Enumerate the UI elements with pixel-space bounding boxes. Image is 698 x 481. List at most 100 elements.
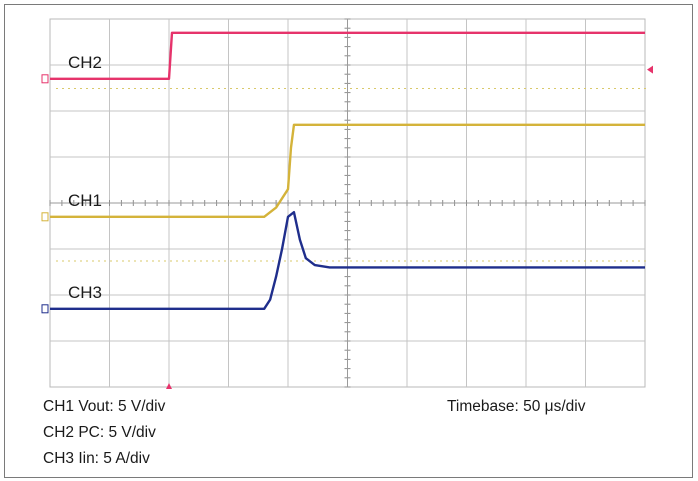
ref-dot bbox=[338, 88, 340, 89]
ref-dot bbox=[200, 88, 202, 89]
ref-dot bbox=[404, 260, 406, 262]
ref-dot bbox=[494, 88, 496, 89]
ref-dot bbox=[554, 88, 556, 89]
ref-dot bbox=[236, 88, 238, 89]
ref-dot bbox=[260, 260, 262, 262]
ref-dot bbox=[422, 260, 424, 262]
ref-dot bbox=[254, 260, 256, 262]
ref-dot bbox=[314, 260, 316, 262]
ref-dot bbox=[290, 260, 292, 262]
ref-dot bbox=[290, 88, 292, 89]
ref-dot bbox=[296, 88, 298, 89]
ref-dot bbox=[278, 88, 280, 89]
ref-dot bbox=[218, 88, 220, 89]
ch3-scale-label: CH3 Iin: 5 A/div bbox=[43, 450, 150, 467]
ref-dot bbox=[62, 88, 64, 89]
ref-dot bbox=[434, 88, 436, 89]
ref-dot bbox=[494, 260, 496, 262]
ref-dot bbox=[458, 260, 460, 262]
ref-dot bbox=[524, 88, 526, 89]
ref-dot bbox=[242, 260, 244, 262]
ground-marker-ch2 bbox=[41, 74, 49, 84]
ref-dot bbox=[140, 88, 142, 89]
ref-dot bbox=[314, 88, 316, 89]
ref-dot bbox=[212, 260, 214, 262]
ref-dot bbox=[566, 260, 568, 262]
trace-ch3 bbox=[50, 210, 645, 310]
ref-dot bbox=[56, 260, 58, 262]
ref-dot bbox=[530, 260, 532, 262]
ref-dot bbox=[176, 260, 178, 262]
ref-dot bbox=[158, 88, 160, 89]
ground-marker-ch1 bbox=[41, 212, 49, 222]
ref-dot bbox=[542, 260, 544, 262]
ref-dot bbox=[398, 88, 400, 89]
ref-dot bbox=[248, 88, 250, 89]
ref-dot bbox=[302, 88, 304, 89]
ref-dot bbox=[638, 260, 640, 262]
ref-dot bbox=[500, 88, 502, 89]
ref-dot bbox=[560, 260, 562, 262]
ref-dot bbox=[500, 260, 502, 262]
ref-dot bbox=[116, 260, 118, 262]
ref-dot bbox=[170, 260, 172, 262]
ref-dot bbox=[86, 88, 88, 89]
ref-dot bbox=[548, 260, 550, 262]
ref-dot bbox=[566, 88, 568, 89]
ref-dot bbox=[602, 260, 604, 262]
ref-dot bbox=[356, 260, 358, 262]
timebase-label: Timebase: 50 μs/div bbox=[447, 398, 586, 415]
ref-dot bbox=[98, 260, 100, 262]
ref-dot bbox=[440, 260, 442, 262]
ref-dot bbox=[482, 88, 484, 89]
ref-dot bbox=[332, 260, 334, 262]
ref-dot bbox=[320, 88, 322, 89]
ref-dot bbox=[68, 260, 70, 262]
ref-dot bbox=[320, 260, 322, 262]
ref-dot bbox=[368, 88, 370, 89]
ref-dot bbox=[410, 260, 412, 262]
ref-dot bbox=[260, 88, 262, 89]
ref-dot bbox=[374, 260, 376, 262]
oscilloscope-capture: CH2 CH1 CH3 CH1 Vout: 5 V/div CH2 PC: 5 V/… bbox=[4, 4, 693, 478]
ref-dot bbox=[308, 88, 310, 89]
ref-dot bbox=[116, 88, 118, 89]
ref-dot bbox=[206, 88, 208, 89]
ref-dot bbox=[56, 88, 58, 89]
ref-dot bbox=[152, 88, 154, 89]
ref-dot bbox=[518, 88, 520, 89]
ref-dot bbox=[80, 88, 82, 89]
graticule bbox=[49, 18, 646, 388]
ref-dot bbox=[344, 260, 346, 262]
ref-dot bbox=[164, 88, 166, 89]
channel-labels: CH2 CH1 CH3 bbox=[41, 53, 102, 314]
ref-dot bbox=[380, 88, 382, 89]
trace-ch2 bbox=[50, 31, 645, 81]
ref-dot bbox=[140, 260, 142, 262]
ref-dot bbox=[632, 88, 634, 89]
ref-dot bbox=[392, 260, 394, 262]
ref-dot bbox=[200, 260, 202, 262]
ref-dot bbox=[206, 260, 208, 262]
ref-dot bbox=[452, 260, 454, 262]
ref-dot bbox=[218, 260, 220, 262]
ref-dot bbox=[446, 88, 448, 89]
ref-dot bbox=[536, 260, 538, 262]
ref-dot bbox=[620, 260, 622, 262]
ref-dot bbox=[272, 88, 274, 89]
ref-dot bbox=[104, 260, 106, 262]
label-ch2: CH2 bbox=[68, 53, 102, 72]
ref-dot bbox=[488, 88, 490, 89]
ref-dot bbox=[110, 260, 112, 262]
ref-dot bbox=[626, 260, 628, 262]
ref-dot bbox=[92, 88, 94, 89]
ref-dot bbox=[464, 260, 466, 262]
ref-dot bbox=[242, 88, 244, 89]
ref-dot bbox=[122, 260, 124, 262]
ref-dot bbox=[392, 88, 394, 89]
ref-dot bbox=[590, 260, 592, 262]
ref-dot bbox=[104, 88, 106, 89]
ch1-scale-label: CH1 Vout: 5 V/div bbox=[43, 398, 166, 415]
ref-dot bbox=[326, 88, 328, 89]
scope-screen: CH2 CH1 CH3 bbox=[41, 18, 653, 389]
